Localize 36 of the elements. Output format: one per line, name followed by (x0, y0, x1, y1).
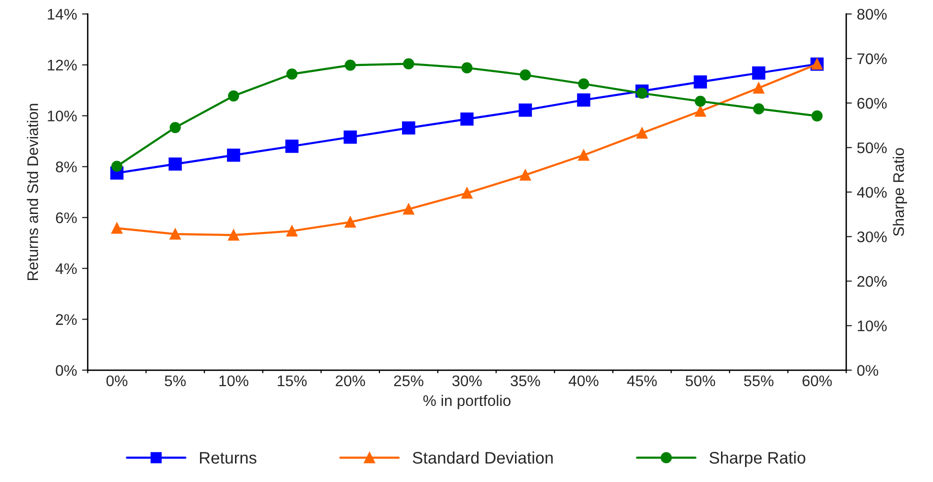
y2-tick-label: 0% (857, 365, 878, 376)
x-tick-label: 20% (336, 375, 366, 386)
y-tick-label: 10% (48, 110, 77, 122)
x-tick-label: 25% (394, 375, 424, 386)
x-tick-label: 15% (278, 376, 307, 386)
x-tick-label: 60% (802, 375, 832, 386)
y2-tick-label: 50% (857, 142, 887, 154)
x-tick-label: 50% (686, 375, 716, 386)
y-tick-label: 4% (56, 263, 77, 274)
x-tick-label: 0% (106, 375, 128, 386)
x-tick-label: 10% (219, 375, 248, 386)
legend-label: Standard Deviation (412, 451, 553, 464)
y2-tick-label: 40% (857, 186, 887, 198)
y2-tick-label: 60% (857, 98, 887, 109)
y-tick-label: 0% (56, 365, 77, 376)
y2-tick-label: 30% (857, 231, 887, 242)
y-tick-label: 12% (48, 60, 77, 70)
x-tick-label: 30% (452, 375, 482, 386)
x-tick-label: 40% (568, 375, 598, 386)
x-axis-title: % in portfolio (423, 394, 510, 410)
x-tick-label: 45% (627, 376, 657, 386)
x-tick-label: 35% (510, 375, 540, 386)
y-tick-label: 8% (56, 162, 77, 172)
y2-axis-title: Sharpe Ratio (892, 148, 908, 236)
y-tick-label: 2% (56, 314, 77, 325)
y-axis-title: Returns and Std Deviation (26, 104, 38, 280)
y2-tick-label: 20% (857, 276, 887, 287)
y-tick-label: 14% (48, 8, 77, 20)
legend-label: Returns (200, 452, 256, 464)
y2-tick-label: 10% (858, 320, 887, 332)
legend-label: Sharpe Ratio (710, 451, 806, 467)
x-tick-label: 5% (164, 376, 186, 386)
x-tick-label: 55% (744, 376, 774, 386)
y2-tick-label: 70% (857, 53, 887, 64)
y-tick-label: 6% (56, 212, 77, 224)
y2-tick-label: 80% (857, 8, 887, 20)
